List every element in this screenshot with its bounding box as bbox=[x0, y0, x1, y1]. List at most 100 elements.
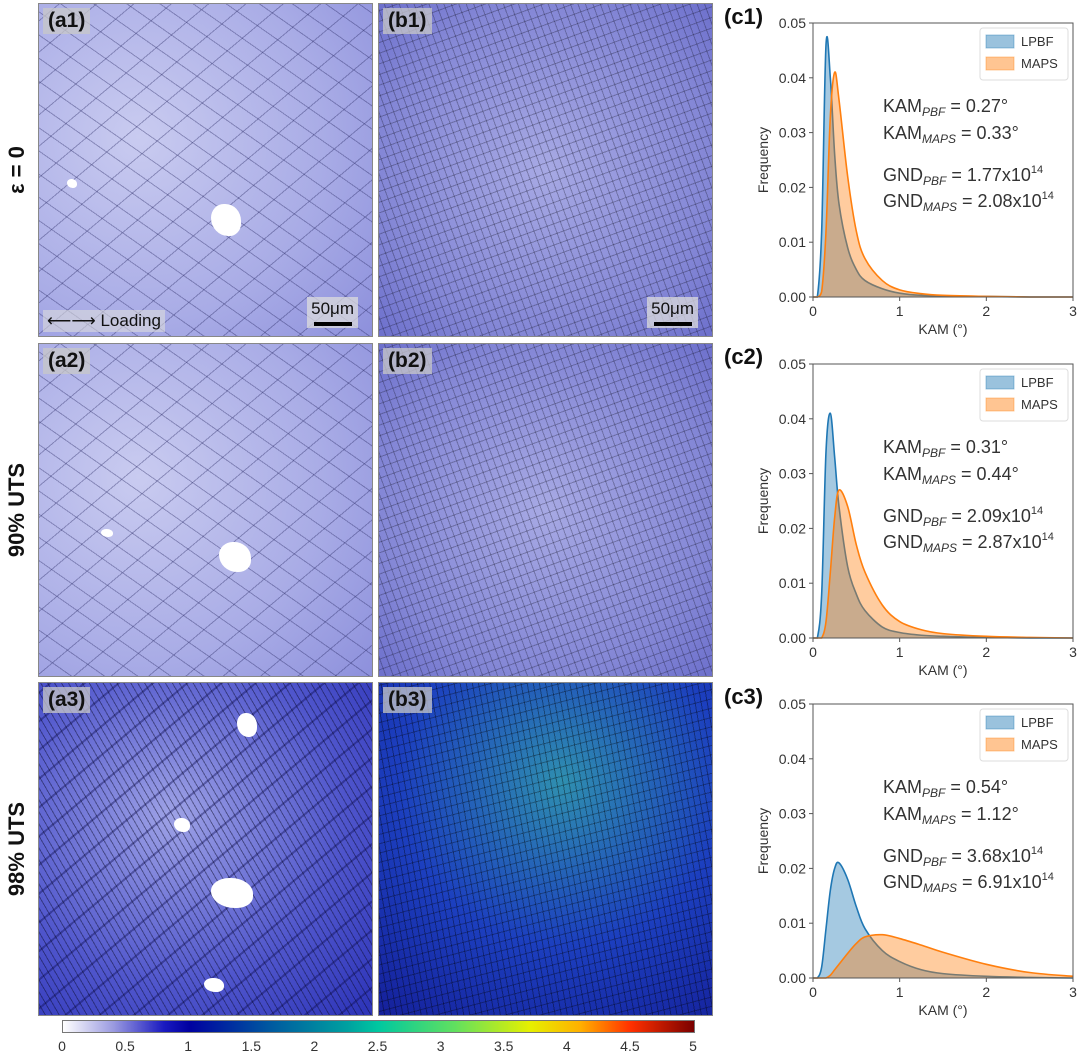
y-tick-label: 0.01 bbox=[779, 575, 806, 591]
x-tick-label: 1 bbox=[896, 984, 904, 1000]
colorbar-tick-label: 4.5 bbox=[620, 1038, 640, 1054]
area-maps bbox=[813, 71, 1073, 297]
colorbar-tick-label: 3.5 bbox=[493, 1038, 514, 1054]
line-maps bbox=[813, 489, 1074, 639]
colorbar-tick-label: 1.5 bbox=[241, 1038, 262, 1054]
x-tick-label: 3 bbox=[1069, 303, 1077, 319]
legend-swatch-maps bbox=[985, 56, 1015, 71]
row-label-text: 90% UTS bbox=[4, 462, 29, 558]
row-label-text: ε = 0 bbox=[4, 146, 29, 194]
panel-label: (b2) bbox=[383, 348, 432, 374]
y-tick-label: 0.02 bbox=[779, 179, 806, 195]
x-tick-label: 3 bbox=[1069, 984, 1077, 1000]
y-tick-label: 0.00 bbox=[779, 970, 806, 986]
x-tick-label: 2 bbox=[982, 303, 990, 319]
x-axis-label: KAM (°) bbox=[918, 1002, 967, 1018]
colorbar-tick-label: 0 bbox=[58, 1038, 66, 1054]
pore bbox=[211, 204, 241, 236]
plot-frame bbox=[812, 703, 1074, 979]
colorbar bbox=[62, 1020, 695, 1033]
annotation-gnd-maps: GNDMAPS = 2.08x1014 bbox=[883, 190, 1054, 214]
area-lpbf bbox=[813, 36, 1073, 298]
x-tick-label: 3 bbox=[1069, 644, 1077, 660]
colorbar-tick-label: 2 bbox=[310, 1038, 319, 1054]
micrograph-a2: (a2) bbox=[38, 343, 373, 677]
y-tick-label: 0.01 bbox=[779, 234, 806, 250]
y-tick-label: 0.05 bbox=[779, 15, 806, 31]
colorbar-tick-label: 4 bbox=[562, 1038, 571, 1054]
annotation-kam-pbf: KAMPBF = 0.27° bbox=[883, 96, 1008, 119]
legend-swatch-lpbf bbox=[985, 715, 1015, 730]
pore bbox=[67, 179, 77, 188]
legend-box bbox=[979, 708, 1069, 762]
annotation-gnd-pbf: GNDPBF = 3.68x1014 bbox=[883, 845, 1043, 869]
annotation-gnd-maps: GNDMAPS = 2.87x1014 bbox=[883, 531, 1054, 555]
annotation-gnd-maps: GNDMAPS = 6.91x1014 bbox=[883, 871, 1054, 895]
colorbar-tick-label: 2.5 bbox=[367, 1038, 388, 1054]
legend-box bbox=[979, 27, 1069, 81]
y-tick-label: 0.03 bbox=[779, 806, 806, 822]
annotation-gnd-pbf: GNDPBF = 2.09x1014 bbox=[883, 505, 1043, 529]
colorbar-tick-label: 0.5 bbox=[115, 1038, 135, 1054]
x-tick-label: 2 bbox=[982, 644, 990, 660]
y-tick-label: 0.05 bbox=[779, 356, 806, 372]
y-tick-label: 0.04 bbox=[779, 411, 806, 427]
panel-label: (b3) bbox=[383, 687, 432, 713]
y-tick-label: 0.02 bbox=[779, 860, 806, 876]
scale-bar: 50μm bbox=[647, 297, 698, 328]
y-tick-label: 0.02 bbox=[779, 520, 806, 536]
line-maps bbox=[813, 71, 1073, 298]
pore bbox=[204, 978, 224, 992]
annotation-kam-maps: KAMMAPS = 0.44° bbox=[883, 464, 1019, 487]
x-tick-label: 0 bbox=[809, 984, 817, 1000]
x-axis-label: KAM (°) bbox=[918, 662, 967, 678]
y-tick-label: 0.01 bbox=[779, 915, 806, 931]
x-axis-label: KAM (°) bbox=[918, 321, 967, 337]
y-tick-label: 0.00 bbox=[779, 630, 806, 646]
y-tick-label: 0.00 bbox=[779, 289, 806, 305]
annotation-gnd-pbf: GNDPBF = 1.77x1014 bbox=[883, 164, 1043, 188]
colorbar-tick-label: 1 bbox=[184, 1038, 193, 1054]
row-label-text: 98% UTS bbox=[4, 801, 29, 897]
area-maps bbox=[813, 489, 1073, 638]
legend-swatch-lpbf bbox=[985, 34, 1015, 49]
scale-bar-label: 50μm bbox=[311, 299, 354, 318]
y-tick-label: 0.04 bbox=[779, 751, 806, 767]
plot-frame bbox=[812, 22, 1074, 298]
legend-label-maps: MAPS bbox=[1021, 737, 1058, 752]
legend-swatch-maps bbox=[985, 397, 1015, 412]
micrograph-a1: (a1) ⟵⟶ Loading 50μm bbox=[38, 3, 373, 337]
annotation-kam-pbf: KAMPBF = 0.31° bbox=[883, 437, 1008, 460]
micrograph-b3: (b3) bbox=[378, 682, 713, 1016]
panel-label: (a2) bbox=[43, 348, 91, 374]
legend-box bbox=[979, 368, 1069, 422]
panel-label-c2: (c2) bbox=[724, 344, 764, 369]
annotation-kam-maps: KAMMAPS = 1.12° bbox=[883, 804, 1019, 827]
area-maps bbox=[813, 934, 1073, 978]
line-lpbf bbox=[813, 412, 1073, 639]
y-tick-label: 0.04 bbox=[779, 70, 806, 86]
panel-label-c3: (c3) bbox=[724, 684, 764, 709]
kam-chart-c2: 0.00 0.01 0.02 0.03 0.04 0.05 0 1 2 3 KAM (°) Frequ… bbox=[755, 356, 1077, 678]
x-tick-label: 1 bbox=[896, 303, 904, 319]
panel-label: (a1) bbox=[43, 8, 91, 34]
y-axis-label: Frequency bbox=[755, 127, 771, 193]
panel-label: (b1) bbox=[383, 8, 432, 34]
row-label-98-uts: 98% UTS bbox=[0, 682, 34, 1016]
micrograph-b2: (b2) bbox=[378, 343, 713, 677]
panel-label-c1: (c1) bbox=[724, 4, 764, 29]
area-lpbf bbox=[813, 413, 1073, 638]
line-lpbf bbox=[813, 861, 1074, 979]
y-tick-label: 0.05 bbox=[779, 696, 806, 712]
x-tick-label: 2 bbox=[982, 984, 990, 1000]
scale-bar-label: 50μm bbox=[651, 299, 694, 318]
legend-swatch-maps bbox=[985, 737, 1015, 752]
pore bbox=[174, 818, 190, 832]
pore bbox=[237, 713, 257, 737]
micrograph-a3: (a3) bbox=[38, 682, 373, 1016]
area-lpbf bbox=[813, 862, 1073, 978]
row-label-strain-0: ε = 0 bbox=[0, 3, 34, 337]
legend-label-maps: MAPS bbox=[1021, 56, 1058, 71]
y-axis-label: Frequency bbox=[755, 468, 771, 534]
pore bbox=[219, 542, 251, 572]
